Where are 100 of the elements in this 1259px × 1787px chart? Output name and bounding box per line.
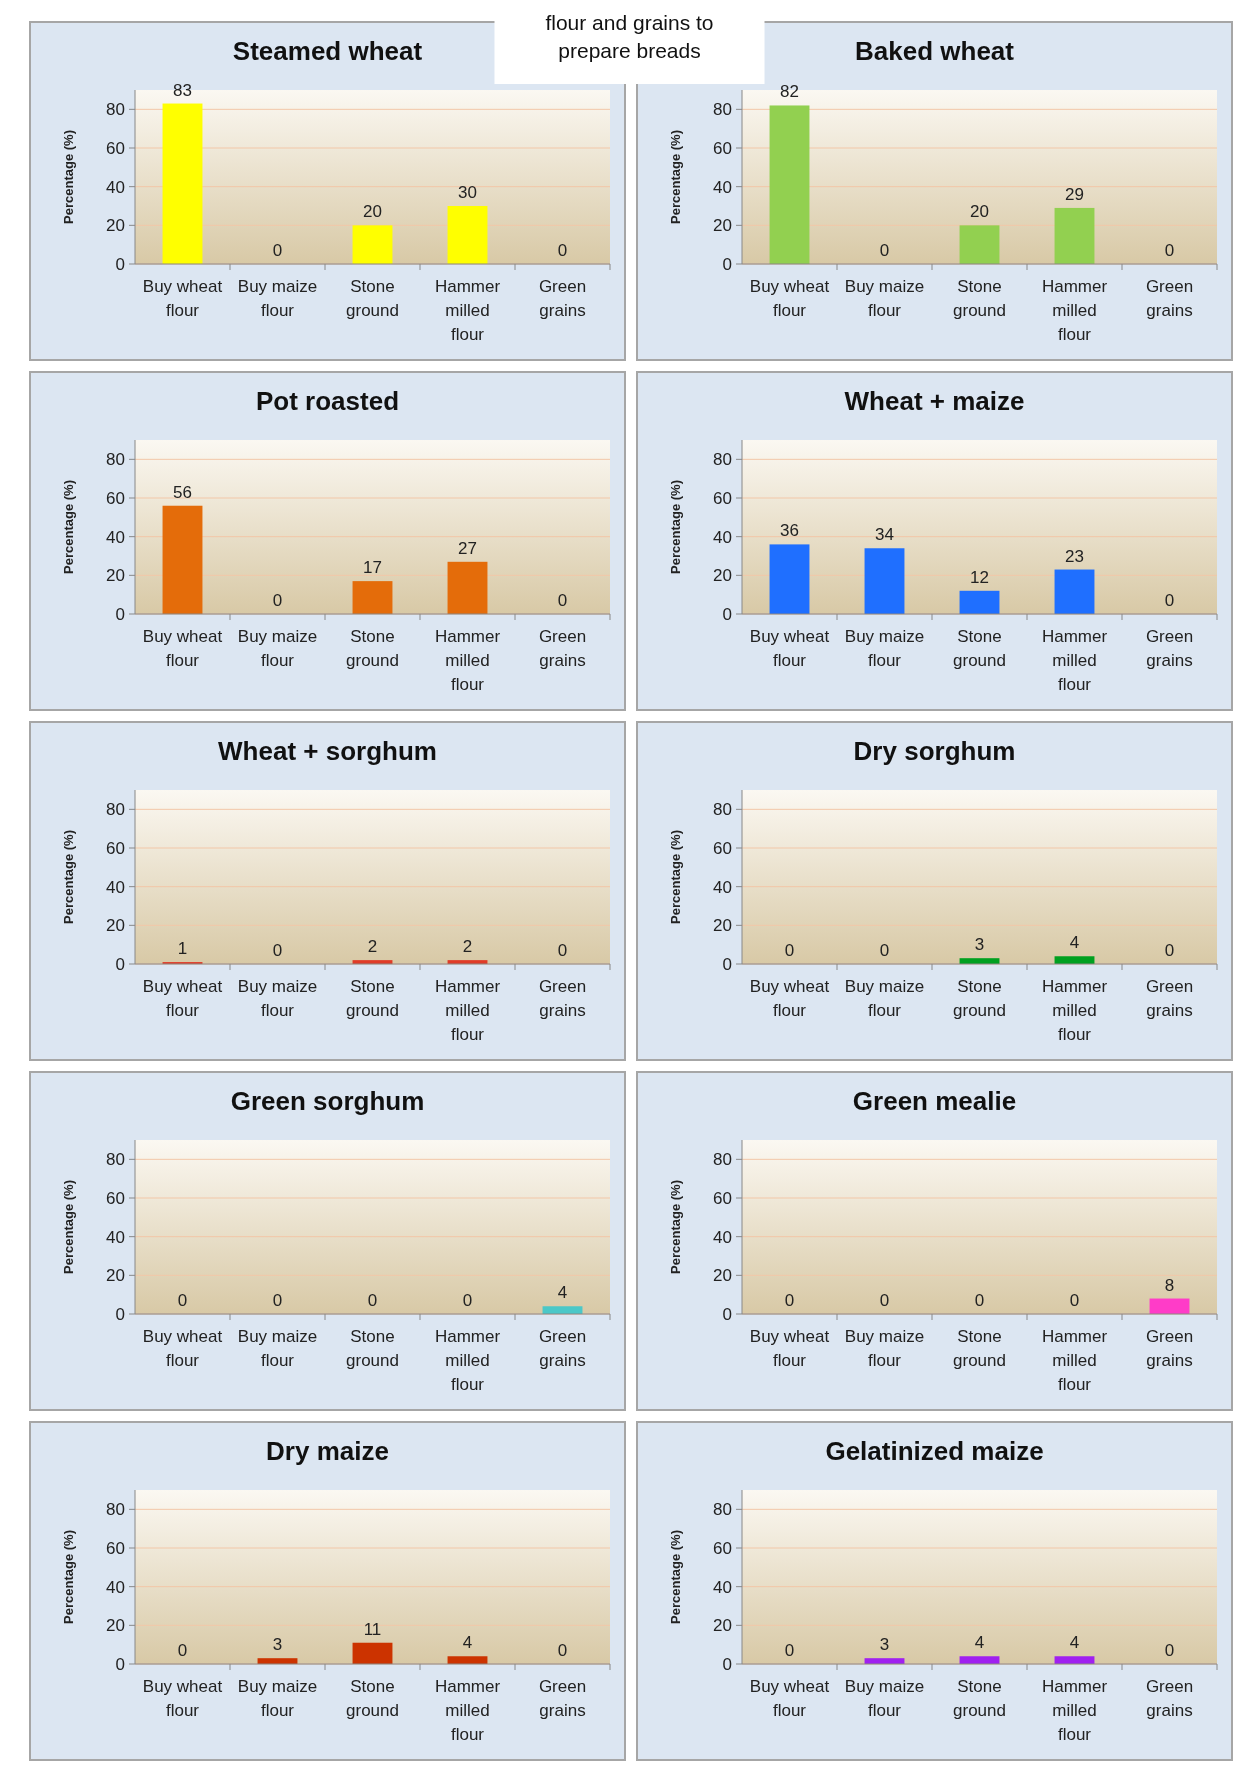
x-tick-label: Green grains <box>538 277 587 320</box>
y-tick-label: 20 <box>106 216 125 236</box>
data-label: 20 <box>970 202 989 222</box>
x-tick-label: Buy wheat flour <box>142 1677 223 1720</box>
y-tick-label: 40 <box>106 1577 125 1597</box>
x-tick-label: Stone ground <box>346 627 399 670</box>
data-label: 0 <box>784 1291 795 1310</box>
x-tick-label: Buy wheat flour <box>142 627 223 670</box>
data-label: 36 <box>780 521 799 541</box>
data-label: 8 <box>1164 1275 1175 1295</box>
data-label: 2 <box>367 937 378 957</box>
x-tick-label: Buy wheat flour <box>749 977 830 1020</box>
chart-title: Green mealie <box>852 1086 1017 1116</box>
y-axis-title: Percentage (%) <box>61 1180 76 1274</box>
chart-title: Wheat + sorghum <box>218 736 437 766</box>
data-label: 4 <box>1069 933 1080 953</box>
data-label: 30 <box>458 183 477 202</box>
y-tick-label: 40 <box>713 1577 732 1597</box>
y-tick-label: 0 <box>722 1304 732 1324</box>
data-label: 0 <box>177 1641 188 1660</box>
y-tick-label: 20 <box>106 566 125 586</box>
chart-title: Dry maize <box>266 1436 389 1466</box>
x-tick-label: Buy maize flour <box>844 277 925 320</box>
x-tick-label: Green grains <box>538 1327 587 1370</box>
y-tick-label: 0 <box>722 604 732 624</box>
data-label: 4 <box>462 1633 473 1653</box>
x-tick-label: Hammer milled flour <box>1041 1677 1108 1744</box>
y-tick-label: 80 <box>106 1150 125 1170</box>
y-axis-title: Percentage (%) <box>61 480 76 574</box>
x-tick-label: Hammer milled flour <box>1041 977 1108 1044</box>
x-tick-label: Stone ground <box>953 277 1006 320</box>
x-tick-label: Hammer milled flour <box>1041 627 1108 694</box>
x-tick-label: Hammer milled flour <box>1041 277 1108 344</box>
y-tick-label: 60 <box>713 1188 732 1208</box>
data-label: 0 <box>879 941 890 960</box>
x-tick-label: Hammer milled flour <box>434 277 501 344</box>
y-tick-label: 60 <box>713 838 732 858</box>
y-tick-label: 60 <box>713 488 732 508</box>
chart-title: Gelatinized maize <box>825 1436 1044 1466</box>
data-label: 4 <box>974 1633 985 1653</box>
y-axis-title: Percentage (%) <box>61 830 76 924</box>
x-tick-label: Buy maize flour <box>237 1327 318 1370</box>
data-label: 0 <box>557 591 568 610</box>
y-tick-label: 60 <box>106 838 125 858</box>
x-tick-label: Green grains <box>1145 1327 1194 1370</box>
data-label: 0 <box>462 1291 473 1310</box>
x-tick-label: Stone ground <box>346 1327 399 1370</box>
data-label: 0 <box>557 241 568 260</box>
x-tick-label: Buy maize flour <box>237 977 318 1020</box>
y-tick-label: 60 <box>713 138 732 158</box>
y-tick-label: 40 <box>713 527 732 547</box>
data-label: 0 <box>367 1291 378 1310</box>
y-tick-label: 80 <box>106 800 125 820</box>
x-tick-label: Buy wheat flour <box>142 1327 223 1370</box>
x-tick-label: Hammer milled flour <box>434 1677 501 1744</box>
y-tick-label: 80 <box>713 1150 732 1170</box>
y-tick-label: 0 <box>115 604 125 624</box>
x-tick-label: Buy wheat flour <box>749 1327 830 1370</box>
data-label: 0 <box>272 1291 283 1310</box>
data-label: 3 <box>272 1635 283 1655</box>
y-tick-label: 20 <box>713 216 732 236</box>
y-tick-label: 60 <box>106 1538 125 1558</box>
y-tick-label: 40 <box>106 177 125 197</box>
data-label: 34 <box>875 525 894 545</box>
y-tick-label: 80 <box>713 1500 732 1520</box>
data-label: 82 <box>780 82 799 102</box>
y-axis-title: Percentage (%) <box>61 1530 76 1624</box>
x-tick-label: Buy maize flour <box>237 277 318 320</box>
y-tick-label: 40 <box>713 1227 732 1247</box>
y-tick-label: 0 <box>722 254 732 274</box>
x-tick-label: Buy maize flour <box>844 977 925 1020</box>
y-tick-label: 0 <box>115 254 125 274</box>
x-tick-label: Buy wheat flour <box>142 977 223 1020</box>
chart-title: Steamed wheat <box>232 36 423 66</box>
data-label: 20 <box>363 202 382 222</box>
chart-title: Dry sorghum <box>853 736 1016 766</box>
x-tick-label: Hammer milled flour <box>1041 1327 1108 1394</box>
x-tick-label: Green grains <box>538 1677 587 1720</box>
y-tick-label: 0 <box>722 1654 732 1674</box>
x-tick-label: Stone ground <box>346 277 399 320</box>
y-axis-title: Percentage (%) <box>61 130 76 224</box>
y-tick-label: 0 <box>115 954 125 974</box>
x-tick-label: Buy maize flour <box>844 627 925 670</box>
y-tick-label: 20 <box>106 916 125 936</box>
data-label: 17 <box>363 558 382 578</box>
x-tick-label: Stone ground <box>346 977 399 1020</box>
y-tick-label: 0 <box>722 954 732 974</box>
y-axis-title: Percentage (%) <box>668 830 683 924</box>
chart-title: Baked wheat <box>855 36 1015 66</box>
x-tick-label: Buy wheat flour <box>749 627 830 670</box>
data-label: 3 <box>879 1635 890 1655</box>
text: flour and grains to prepare breads <box>545 11 714 62</box>
y-tick-label: 40 <box>713 177 732 197</box>
y-tick-label: 20 <box>106 1616 125 1636</box>
y-tick-label: 80 <box>106 450 125 470</box>
y-tick-label: 40 <box>106 1227 125 1247</box>
x-tick-label: Stone ground <box>953 627 1006 670</box>
x-tick-label: Buy wheat flour <box>749 277 830 320</box>
y-axis-title: Percentage (%) <box>668 130 683 224</box>
x-tick-label: Stone ground <box>953 1677 1006 1720</box>
